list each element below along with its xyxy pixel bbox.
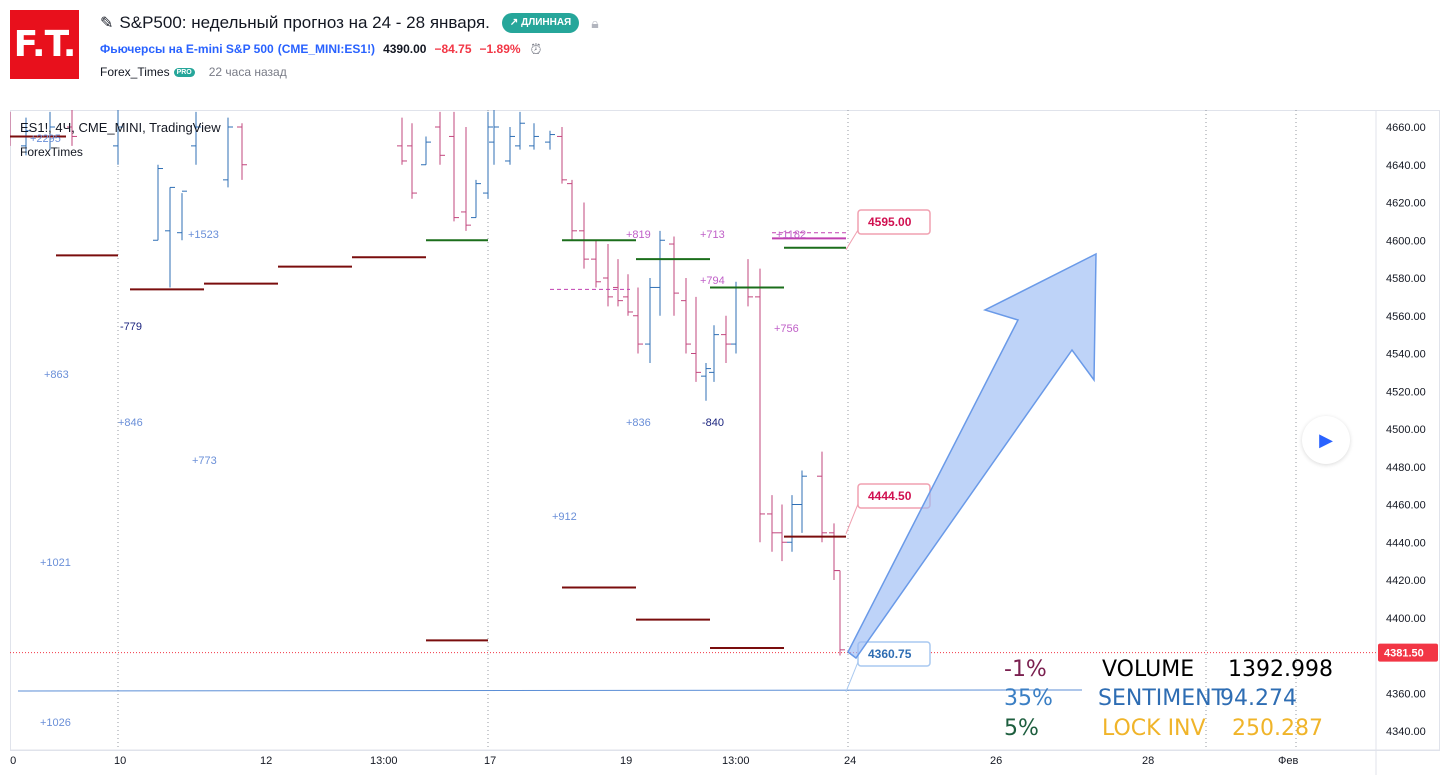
time-tick-label: 26 <box>990 755 1002 767</box>
stats-row-sentiment: 35% SENTIMENT 94.274 <box>1004 686 1424 714</box>
price-callout-label: 4595.00 <box>868 215 912 229</box>
stats-row-lock: 5% LOCK INV 250.287 <box>1004 716 1424 744</box>
current-price-tag <box>1378 643 1438 662</box>
delta-label: +1021 <box>40 557 71 569</box>
symbol-change: −84.75 <box>434 42 472 56</box>
volume-percent: -1% <box>1004 657 1047 682</box>
price-tick-label: 4420.00 <box>1386 575 1426 587</box>
delta-label: +1523 <box>188 229 219 241</box>
lock-percent: 5% <box>1004 716 1039 741</box>
play-replay-button[interactable]: ▶ <box>1302 416 1350 464</box>
delta-label: +756 <box>774 323 799 335</box>
delta-label: +1026 <box>40 717 71 729</box>
time-tick-label: 10 <box>114 755 126 767</box>
symbol-name-link[interactable]: Фьючерсы на E-mini S&P 500 <box>100 42 274 56</box>
author-logo[interactable]: F.T. <box>10 10 79 79</box>
idea-edit-icon: ✎ <box>100 15 114 32</box>
delta-label: +794 <box>700 275 725 287</box>
delta-label: +1182 <box>776 229 806 241</box>
delta-label: +912 <box>552 511 577 523</box>
price-tick-label: 4440.00 <box>1386 537 1426 549</box>
publish-time: 22 часа назад <box>208 65 287 79</box>
sentiment-value: 94.274 <box>1220 686 1297 711</box>
delta-label: +713 <box>700 229 725 241</box>
symbol-price: 4390.00 <box>383 42 427 56</box>
lock-value: 250.287 <box>1232 716 1323 741</box>
time-tick-label: 13:00 <box>722 755 750 767</box>
sentiment-percent: 35% <box>1004 686 1053 711</box>
pro-badge: PRO <box>173 67 195 77</box>
delta-label: +846 <box>118 417 143 429</box>
time-tick-label: Фев <box>1278 755 1298 767</box>
price-chart[interactable]: 4660.00 4640.00 4620.00 4600.00 4580.00 4560.… <box>10 110 1440 775</box>
chart-frame <box>10 110 1440 751</box>
price-tick-label: 4660.00 <box>1386 122 1426 134</box>
volume-value: 1392.998 <box>1228 657 1333 682</box>
sentiment-label: SENTIMENT <box>1098 686 1226 711</box>
price-tick-label: 4600.00 <box>1386 235 1426 247</box>
price-tick-label: 4520.00 <box>1386 386 1426 398</box>
support-trendline <box>17 689 1083 692</box>
price-tick-label: 4560.00 <box>1386 311 1426 323</box>
price-tick-label: 4580.00 <box>1386 273 1426 285</box>
price-tick-label: 4500.00 <box>1386 424 1426 436</box>
time-tick-label: 17 <box>484 755 496 767</box>
long-badge: ↗ ДЛИННАЯ <box>501 13 580 33</box>
chart-legend: ES1!, 4Ч, CME_MINI, TradingView <box>20 120 221 135</box>
time-tick-label: 12 <box>260 755 272 767</box>
forecast-arrow <box>847 252 1097 660</box>
symbol-change-percent: −1.89% <box>479 42 521 56</box>
volume-label: VOLUME <box>1102 657 1195 682</box>
delta-label: +863 <box>44 369 69 381</box>
price-tick-label: 4340.00 <box>1386 726 1426 738</box>
price-callout-label: 4360.75 <box>868 647 912 661</box>
title-row: ✎ S&P500: недельный прогноз на 24 - 28 я… <box>100 11 599 35</box>
author-name-link[interactable]: Forex_Times <box>100 65 170 79</box>
delta-label: +2295 <box>30 133 61 145</box>
price-tick-label: 4360.00 <box>1386 688 1426 700</box>
time-tick-label: 19 <box>620 755 632 767</box>
price-callout-pointer <box>845 661 859 693</box>
delta-label: +819 <box>626 229 651 241</box>
time-tick-label: 00 <box>10 755 16 767</box>
delta-label: +836 <box>626 417 651 429</box>
idea-header: F.T. ✎ S&P500: недельный прогноз на 24 -… <box>0 0 1440 100</box>
lock-icon: 🔒︎ <box>591 14 599 31</box>
price-callout-pointer <box>845 503 859 534</box>
price-tick-label: 4540.00 <box>1386 349 1426 361</box>
idea-title: S&P500: недельный прогноз на 24 - 28 янв… <box>119 13 490 32</box>
price-callout-box <box>857 209 931 235</box>
add-alert-icon[interactable]: ⏰︎ <box>530 40 542 57</box>
price-tick-label: 4460.00 <box>1386 500 1426 512</box>
time-tick-label: 13:00 <box>370 755 398 767</box>
author-row: Forex_Times PRO 22 часа назад <box>100 64 287 80</box>
time-tick-label: 28 <box>1142 755 1154 767</box>
price-tick-label: 4480.00 <box>1386 462 1426 474</box>
delta-label: -779 <box>120 321 142 333</box>
delta-label: -840 <box>702 417 724 429</box>
symbol-code-link[interactable]: (CME_MINI:ES1!) <box>277 42 376 56</box>
price-tick-label: 4640.00 <box>1386 160 1426 172</box>
chart-legend-author: ForexTimes <box>20 145 83 159</box>
symbol-row: Фьючерсы на E-mini S&P 500 (CME_MINI:ES1… <box>100 40 541 58</box>
time-tick-label: 24 <box>844 755 856 767</box>
lock-label: LOCK INV <box>1102 716 1206 741</box>
price-tick-label: 4620.00 <box>1386 198 1426 210</box>
play-icon: ▶ <box>1319 429 1333 450</box>
price-callout-pointer <box>845 229 859 250</box>
price-tick-label: 4400.00 <box>1386 613 1426 625</box>
current-price-label: 4381.50 <box>1384 648 1424 660</box>
price-callout-label: 4444.50 <box>868 489 912 503</box>
delta-label: +773 <box>192 455 217 467</box>
stats-row-volume: -1% VOLUME 1392.998 <box>1004 657 1424 685</box>
chart-area[interactable]: 4660.00 4640.00 4620.00 4600.00 4580.00 4560.… <box>10 110 1440 775</box>
